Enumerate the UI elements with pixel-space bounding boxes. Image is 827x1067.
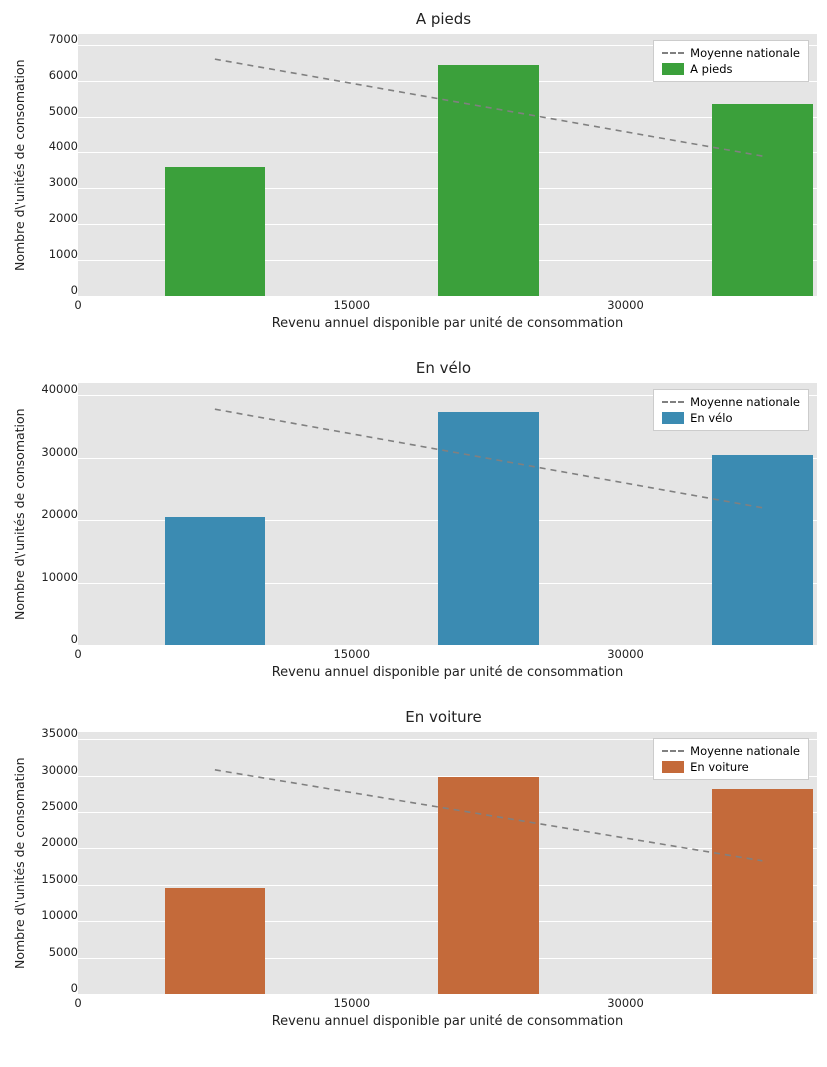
- charts-container: A pieds Nombre d\'unités de consomation 0 1…: [10, 10, 817, 1029]
- chart-panel-apieds: A pieds Nombre d\'unités de consomation 0 1…: [10, 10, 817, 331]
- plot-area: Moyenne nationale A pieds: [78, 34, 817, 296]
- bar: [165, 888, 265, 994]
- chart-title: A pieds: [10, 10, 817, 28]
- x-tick-label: 30000: [607, 298, 644, 312]
- legend-label-series: En voiture: [690, 760, 749, 774]
- x-tick-label: 15000: [333, 996, 370, 1010]
- plot-area: Moyenne nationale En voiture: [78, 732, 817, 994]
- x-tick-label: 30000: [607, 996, 644, 1010]
- bar: [165, 517, 265, 645]
- x-axis-label: Revenu annuel disponible par unité de co…: [78, 665, 817, 680]
- legend-patch-icon: [662, 63, 684, 75]
- y-axis-label: Nombre d\'unités de consomation: [10, 732, 28, 994]
- legend-label-series: En vélo: [690, 411, 732, 425]
- legend-line-icon: [662, 401, 684, 403]
- x-tick-label: 15000: [333, 647, 370, 661]
- legend: Moyenne nationale A pieds: [653, 40, 809, 82]
- legend-label-trend: Moyenne nationale: [690, 395, 800, 409]
- bar: [438, 777, 538, 994]
- bar: [712, 789, 812, 994]
- legend-label-trend: Moyenne nationale: [690, 46, 800, 60]
- legend-patch-icon: [662, 761, 684, 773]
- legend: Moyenne nationale En vélo: [653, 389, 809, 431]
- bar: [712, 455, 812, 645]
- x-axis-label: Revenu annuel disponible par unité de co…: [78, 316, 817, 331]
- x-tick-label: 0: [74, 996, 81, 1010]
- x-tick-label: 30000: [607, 647, 644, 661]
- legend-line-icon: [662, 750, 684, 752]
- chart-panel-envoiture: En voiture Nombre d\'unités de consomatio…: [10, 708, 817, 1029]
- x-tick-label: 15000: [333, 298, 370, 312]
- y-axis-label: Nombre d\'unités de consomation: [10, 34, 28, 296]
- bar: [438, 65, 538, 296]
- y-axis-label: Nombre d\'unités de consomation: [10, 383, 28, 645]
- legend-label-series: A pieds: [690, 62, 732, 76]
- plot-area: Moyenne nationale En vélo: [78, 383, 817, 645]
- chart-panel-envelo: En vélo Nombre d\'unités de consomation 0 1…: [10, 359, 817, 680]
- legend-line-icon: [662, 52, 684, 54]
- x-tick-label: 0: [74, 647, 81, 661]
- chart-title: En vélo: [10, 359, 817, 377]
- x-tick-label: 0: [74, 298, 81, 312]
- bar: [712, 104, 812, 296]
- x-axis-label: Revenu annuel disponible par unité de co…: [78, 1014, 817, 1029]
- legend: Moyenne nationale En voiture: [653, 738, 809, 780]
- bar: [438, 412, 538, 645]
- legend-patch-icon: [662, 412, 684, 424]
- legend-label-trend: Moyenne nationale: [690, 744, 800, 758]
- bar: [165, 167, 265, 296]
- chart-title: En voiture: [10, 708, 817, 726]
